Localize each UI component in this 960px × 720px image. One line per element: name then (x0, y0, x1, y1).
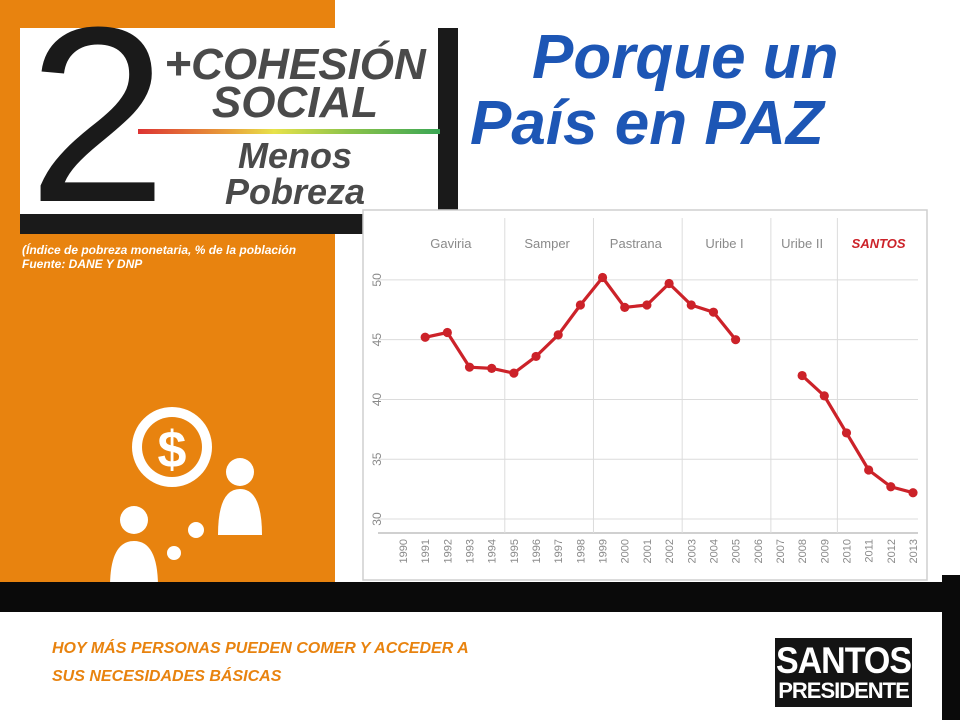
badge-title-line2: SOCIAL (211, 78, 379, 127)
y-tick-label: 40 (370, 392, 384, 406)
data-point (531, 351, 541, 362)
footer-message-line2: SUS NECESIDADES BÁSICAS (52, 668, 282, 685)
person-body-icon (110, 541, 158, 585)
data-point (708, 307, 719, 317)
poverty-line-chart: 30 35 40 45 50 Gaviria Samper Pastrana Uribe I Ur… (362, 209, 928, 581)
x-tick-label: 2000 (620, 539, 632, 563)
x-tick-label: 1997 (553, 539, 565, 563)
person-body-icon (218, 489, 262, 535)
data-point (420, 332, 430, 342)
logo-line2: PRESIDENTE (778, 678, 910, 703)
person-head-icon (120, 506, 148, 534)
badge-plus: + (164, 37, 192, 89)
y-tick-label: 35 (370, 452, 384, 466)
badge-subtitle-line1: Menos (237, 135, 352, 176)
dot-icon (167, 546, 181, 560)
x-tick-label: 1995 (509, 539, 521, 563)
x-tick-label: 1990 (398, 539, 410, 563)
x-tick-label: 1994 (487, 539, 499, 563)
badge-title-line1: +COHESIÓN (152, 36, 438, 90)
data-point (509, 368, 519, 378)
period-label: Samper (524, 236, 570, 251)
data-point (686, 300, 696, 310)
data-point (642, 300, 652, 310)
santos-presidente-logo: SANTOS PRESIDENTE (775, 638, 912, 707)
headline-line2: País en PAZ (470, 89, 824, 158)
badge-subtitle: Menos Pobreza (152, 138, 438, 210)
badge-subtitle-line2: Pobreza (224, 171, 366, 212)
source-note-line1: (Índice de pobreza monetaria, % de la po… (22, 243, 297, 257)
period-label: Pastrana (610, 236, 663, 251)
y-tick-label: 45 (370, 333, 384, 347)
x-tick-label: 1996 (531, 539, 543, 563)
footer-black-bar (0, 582, 960, 612)
x-tick-label: 2010 (841, 539, 853, 563)
data-point (731, 335, 741, 345)
data-point (442, 327, 452, 338)
footer-black-edge (942, 575, 960, 720)
people-money-illustration: $ (110, 407, 262, 585)
y-tick-label: 30 (370, 512, 384, 526)
data-point (575, 300, 585, 310)
x-tick-label: 2001 (642, 539, 654, 563)
data-point (819, 391, 829, 401)
x-tick-label: 2006 (753, 539, 765, 563)
period-label: Uribe II (781, 236, 823, 251)
x-tick-label: 1993 (465, 539, 477, 563)
y-tick-label: 50 (370, 273, 384, 287)
data-point (841, 428, 852, 438)
x-tick-label: 2005 (731, 539, 743, 563)
dot-icon (188, 522, 204, 538)
rainbow-divider (138, 129, 440, 134)
dollar-sign: $ (158, 421, 187, 479)
x-tick-label: 1999 (598, 539, 610, 563)
x-tick-label: 2013 (908, 539, 920, 563)
x-tick-label: 2008 (797, 539, 809, 563)
data-point (664, 278, 674, 289)
data-point (797, 370, 807, 381)
period-label: Uribe I (705, 236, 743, 251)
x-tick-label: 2002 (664, 539, 676, 563)
x-tick-label: 2009 (819, 539, 831, 563)
x-tick-label: 2004 (708, 539, 720, 563)
badge-title-word: COHESIÓN (191, 40, 426, 89)
x-tick-label: 1992 (442, 539, 454, 563)
x-tick-label: 2012 (886, 539, 898, 563)
x-tick-label: 2007 (775, 539, 787, 563)
data-point (487, 363, 497, 373)
period-label: Gaviria (430, 236, 472, 251)
x-tick-label: 2011 (864, 539, 876, 563)
data-point (908, 488, 918, 498)
chart-frame (362, 209, 928, 581)
cohesion-social-badge: 2 +COHESIÓN SOCIAL Menos Pobreza (20, 0, 458, 240)
footer-message-line1: HOY MÁS PERSONAS PUEDEN COMER Y ACCEDER … (52, 640, 469, 657)
x-tick-label: 1998 (575, 539, 587, 563)
x-tick-label: 1991 (420, 539, 432, 563)
period-label: SANTOS (852, 236, 906, 251)
badge-number: 2 (28, 0, 167, 254)
data-point (464, 362, 475, 372)
headline-line1: Porque un (532, 23, 839, 92)
x-tick-label: 2003 (686, 539, 698, 563)
source-note-line2: Fuente: DANE Y DNP (22, 257, 143, 271)
data-point (597, 272, 608, 283)
person-head-icon (226, 458, 254, 486)
data-point (553, 330, 563, 340)
data-point (886, 482, 896, 492)
data-point (864, 465, 874, 475)
logo-line1: SANTOS (775, 640, 912, 682)
data-point (620, 302, 630, 312)
